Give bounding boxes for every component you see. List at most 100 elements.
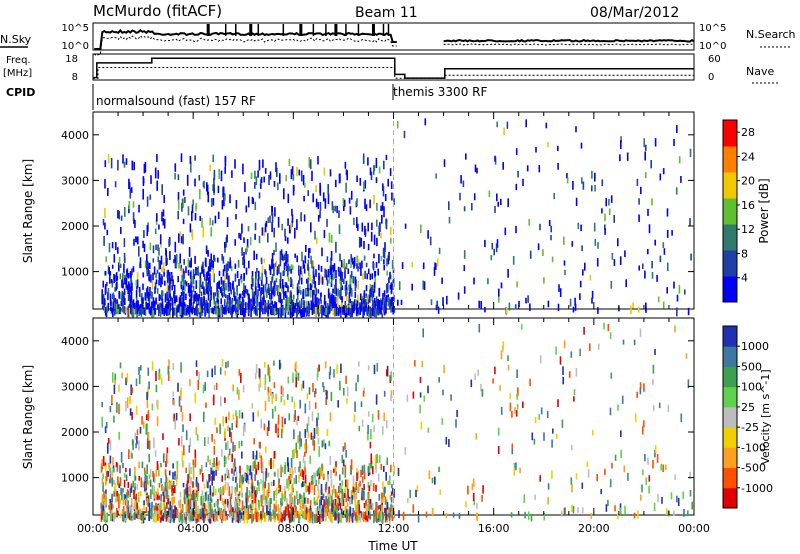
data-point xyxy=(303,300,305,307)
data-point xyxy=(243,251,245,261)
data-point xyxy=(188,306,191,314)
data-point xyxy=(600,489,602,495)
data-point xyxy=(328,513,330,519)
data-point xyxy=(323,386,325,393)
data-point xyxy=(288,226,291,234)
data-point xyxy=(213,184,215,193)
data-point xyxy=(340,271,342,278)
colorbar-tick-label: -1000 xyxy=(741,482,773,495)
data-point xyxy=(392,267,395,274)
data-point xyxy=(342,494,344,500)
data-point xyxy=(492,378,494,384)
data-point xyxy=(139,426,142,434)
y-tick-label: 1000 xyxy=(61,472,89,485)
data-point xyxy=(506,307,508,314)
data-point xyxy=(224,473,227,481)
data-point xyxy=(132,212,135,221)
data-point xyxy=(125,400,127,412)
data-point xyxy=(109,295,112,305)
data-point xyxy=(391,513,394,520)
data-point xyxy=(300,266,302,275)
data-point xyxy=(477,369,479,376)
data-point xyxy=(382,425,384,435)
data-point xyxy=(135,236,137,243)
data-point xyxy=(221,475,223,482)
data-point xyxy=(152,272,154,281)
data-point xyxy=(330,251,333,261)
data-point xyxy=(540,407,543,415)
data-point xyxy=(127,481,130,489)
data-point xyxy=(136,279,139,288)
data-point xyxy=(537,243,540,251)
data-point xyxy=(222,307,225,314)
data-point xyxy=(467,485,469,495)
data-point xyxy=(303,214,306,222)
data-point xyxy=(321,308,323,318)
data-point xyxy=(330,300,333,307)
data-point xyxy=(363,470,366,480)
data-point xyxy=(322,382,324,388)
data-point xyxy=(342,263,345,269)
data-point xyxy=(255,176,258,186)
data-point xyxy=(670,492,673,500)
data-point xyxy=(387,513,390,518)
data-point xyxy=(363,241,365,249)
data-point xyxy=(352,486,355,493)
data-point xyxy=(222,416,224,427)
data-point xyxy=(239,476,241,486)
data-point xyxy=(227,454,230,460)
data-point xyxy=(239,293,242,299)
data-point xyxy=(189,379,191,387)
data-point xyxy=(119,513,122,519)
data-point xyxy=(262,308,264,315)
data-point xyxy=(232,280,234,290)
data-point xyxy=(273,479,275,486)
data-point xyxy=(281,279,284,289)
data-point xyxy=(211,220,214,226)
data-point xyxy=(298,169,301,176)
data-point xyxy=(654,445,657,454)
data-point xyxy=(621,395,624,404)
data-point xyxy=(245,248,247,255)
data-point xyxy=(319,514,321,524)
data-point xyxy=(601,179,604,187)
data-point xyxy=(183,291,185,301)
data-point xyxy=(257,278,260,288)
data-point xyxy=(105,489,107,494)
data-point xyxy=(344,285,347,291)
data-point xyxy=(193,510,195,517)
data-point xyxy=(223,461,226,468)
data-point xyxy=(435,173,437,179)
data-point xyxy=(329,509,332,519)
data-point xyxy=(236,286,238,296)
data-point xyxy=(221,498,224,505)
data-point xyxy=(177,210,179,220)
data-point xyxy=(279,511,282,519)
data-point xyxy=(203,503,206,509)
data-point xyxy=(254,170,256,179)
data-point xyxy=(260,259,263,265)
data-point xyxy=(377,305,380,316)
data-point xyxy=(190,293,193,301)
data-point xyxy=(280,385,283,395)
data-point xyxy=(185,502,188,513)
data-point xyxy=(424,118,427,126)
colorbar-swatch xyxy=(723,224,737,251)
data-point xyxy=(114,377,116,385)
data-point xyxy=(255,492,257,498)
station-title: McMurdo (fitACF) xyxy=(93,2,222,20)
data-point xyxy=(648,485,650,494)
data-point xyxy=(597,343,600,350)
data-point xyxy=(278,478,281,483)
data-point xyxy=(215,457,218,466)
data-point xyxy=(353,301,356,311)
data-point xyxy=(104,426,107,434)
data-point xyxy=(659,173,662,181)
data-point xyxy=(292,294,295,300)
data-point xyxy=(138,306,140,317)
data-point xyxy=(138,511,140,520)
data-point xyxy=(328,440,331,447)
data-point xyxy=(250,472,253,480)
data-point xyxy=(210,498,213,503)
